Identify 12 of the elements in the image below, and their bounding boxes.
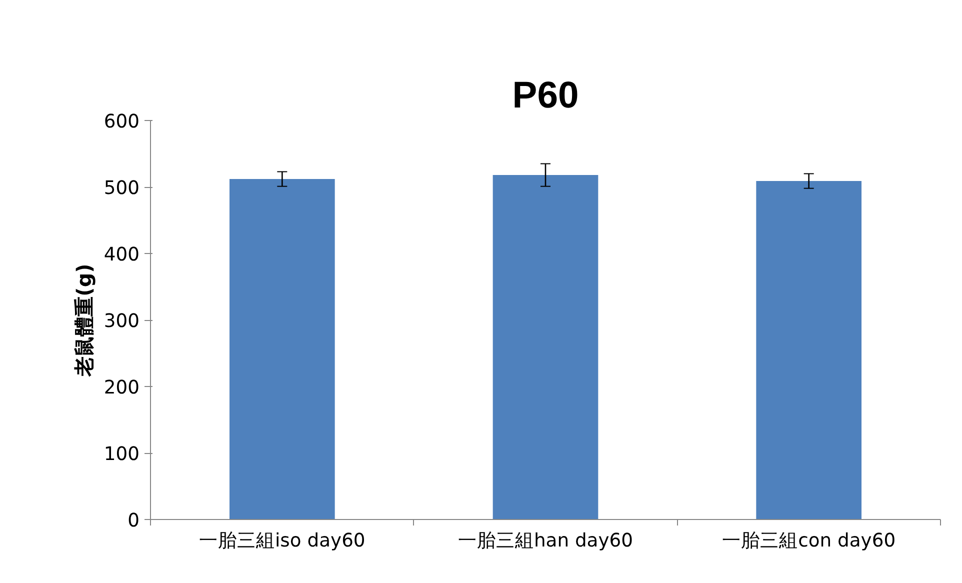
y-axis-title: 老鼠體重(g) — [72, 264, 96, 378]
y-tick-label: 400 — [104, 244, 140, 266]
x-tick-label: 一胎三組iso day60 — [199, 530, 366, 552]
x-tick-label: 一胎三組han day60 — [458, 530, 634, 552]
y-tick-label: 0 — [128, 510, 140, 532]
y-tick-label: 200 — [104, 378, 140, 398]
x-tick-label: 一胎三組con day60 — [722, 530, 896, 552]
y-tick-label: 500 — [104, 178, 140, 199]
y-tick-label: 300 — [104, 311, 140, 332]
chart-title: P60 — [512, 74, 579, 116]
y-tick-label: 600 — [104, 112, 140, 132]
y-tick-label: 100 — [104, 444, 140, 465]
